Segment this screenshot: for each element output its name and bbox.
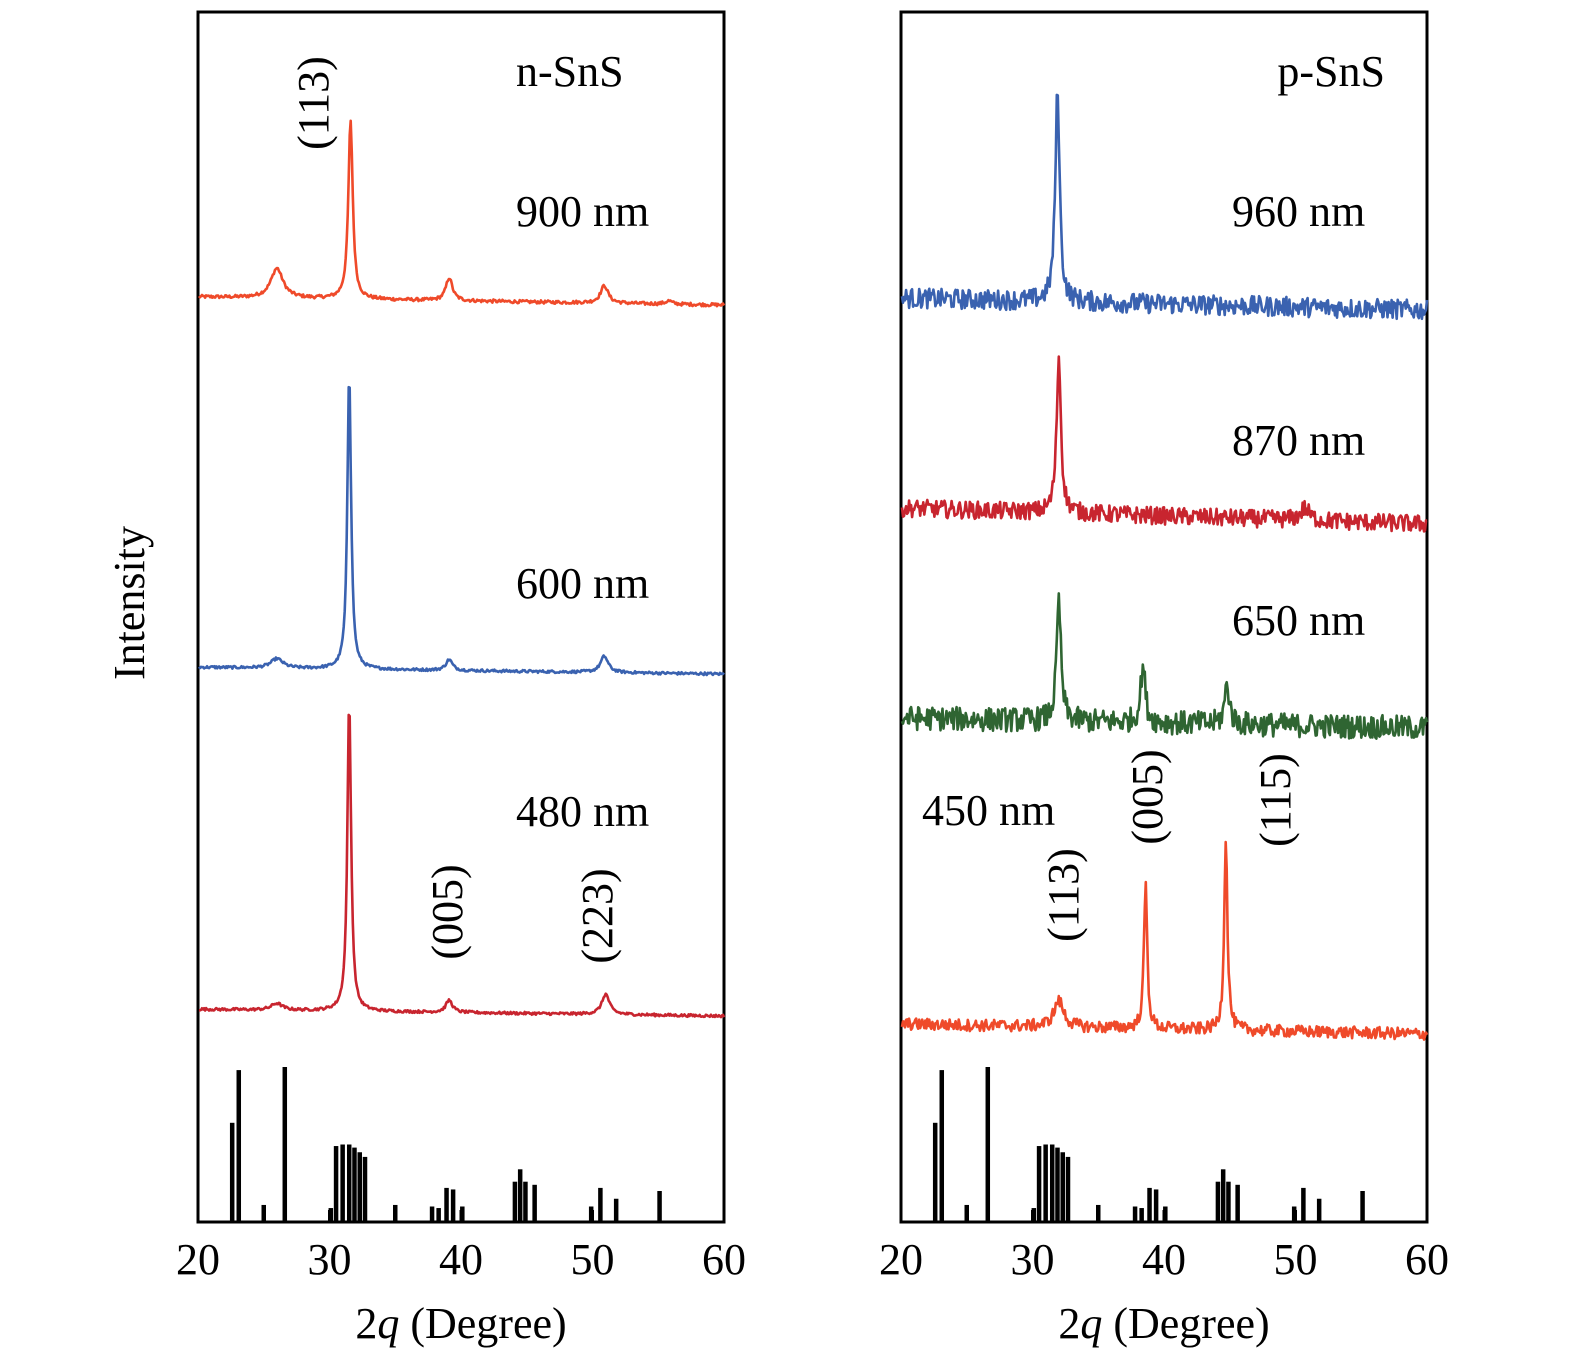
reference-bar (657, 1191, 662, 1222)
reference-bar (1153, 1189, 1159, 1222)
reference-bar (346, 1144, 352, 1222)
reference-bar (1220, 1169, 1226, 1222)
reference-bar (1096, 1204, 1101, 1222)
reference-bar (261, 1204, 266, 1222)
x-tick-label: 30 (308, 1235, 352, 1284)
series-label: 650 nm (1232, 596, 1365, 645)
series-label: 960 nm (1232, 187, 1365, 236)
x-axis-title: 2q (Degree) (1058, 1299, 1269, 1348)
x-tick-label: 60 (1405, 1235, 1449, 1284)
reference-bar (282, 1067, 288, 1222)
reference-bar (328, 1208, 334, 1222)
series-label: 900 nm (516, 187, 649, 236)
x-tick-label: 20 (879, 1235, 923, 1284)
hkl-annotation: (113) (1039, 848, 1088, 942)
x-tick-label: 60 (702, 1235, 746, 1284)
reference-bar (1163, 1206, 1168, 1222)
panel-n-SnS: 20 30 40 50 60 2q (Degree) n-SnS 900 nm 600 nm 48… (176, 10, 746, 1348)
reference-bar (932, 1122, 938, 1222)
reference-bar (1316, 1198, 1322, 1222)
series-line-650nm (900, 592, 1429, 740)
reference-bar (393, 1204, 398, 1222)
reference-bar (450, 1189, 456, 1222)
reference-bar (613, 1198, 619, 1222)
x-tick-label: 50 (1274, 1235, 1318, 1284)
reference-bar (357, 1152, 362, 1222)
reference-bar (532, 1184, 537, 1222)
reference-bar (1043, 1144, 1048, 1222)
x-tick-label: 50 (571, 1235, 615, 1284)
panel-label: n-SnS (516, 47, 624, 96)
reference-bar (429, 1206, 435, 1222)
reference-bar (460, 1206, 465, 1222)
x-tick-label: 40 (439, 1235, 483, 1284)
reference-bar (523, 1181, 528, 1222)
reference-bar (444, 1187, 449, 1222)
reference-bar (1132, 1206, 1138, 1222)
reference-bar (598, 1187, 603, 1222)
series-label: 870 nm (1232, 416, 1365, 465)
reference-bar (229, 1122, 235, 1222)
reference-bar (436, 1208, 441, 1222)
reference-bar (333, 1146, 339, 1222)
x-tick-label: 40 (1142, 1235, 1186, 1284)
x-axis-title: 2q (Degree) (355, 1299, 566, 1348)
reference-bar (512, 1181, 518, 1222)
series-line-870nm (900, 355, 1428, 533)
hkl-annotation: (005) (1123, 749, 1172, 844)
reference-bar (1049, 1144, 1055, 1222)
reference-bar (362, 1156, 368, 1222)
reference-bar (1036, 1146, 1042, 1222)
hkl-annotation: (113) (289, 56, 338, 150)
reference-bar (1031, 1208, 1037, 1222)
reference-bar (1301, 1187, 1306, 1222)
panel-label: p-SnS (1277, 47, 1385, 96)
reference-bar (1360, 1191, 1365, 1222)
series-label: 450 nm (922, 786, 1055, 835)
series-line-450nm (900, 840, 1429, 1041)
reference-bar (1065, 1156, 1071, 1222)
reference-bar (1291, 1206, 1297, 1222)
series-label: 600 nm (516, 559, 649, 608)
reference-bar (1060, 1152, 1065, 1222)
reference-bar (1226, 1181, 1231, 1222)
series-line-900nm (198, 119, 726, 308)
reference-bar (985, 1067, 991, 1222)
x-tick-label: 30 (1011, 1235, 1055, 1284)
reference-bar (352, 1147, 357, 1222)
hkl-annotation: (005) (423, 864, 472, 959)
x-tick-label: 20 (176, 1235, 220, 1284)
y-axis-title: Intensity (105, 526, 154, 680)
reference-bar (517, 1169, 523, 1222)
reference-bar (1235, 1184, 1240, 1222)
series-line-600nm (198, 385, 725, 677)
reference-bar (1055, 1147, 1060, 1222)
series-line-960nm (900, 93, 1429, 321)
reference-bar (236, 1070, 242, 1222)
reference-bar (340, 1144, 345, 1222)
reference-bar (1139, 1208, 1144, 1222)
hkl-annotation: (223) (573, 868, 622, 963)
panel-p-SnS: 20 30 40 50 60 2q (Degree) p-SnS 960 nm 870 nm 65… (879, 10, 1449, 1348)
reference-bar (588, 1206, 594, 1222)
reference-bar (964, 1204, 969, 1222)
series-label: 480 nm (516, 787, 649, 836)
series-line-480nm (198, 713, 726, 1019)
reference-bar (1215, 1181, 1221, 1222)
reference-bar (1147, 1187, 1152, 1222)
reference-bar (939, 1070, 945, 1222)
hkl-annotation: (115) (1251, 753, 1300, 847)
